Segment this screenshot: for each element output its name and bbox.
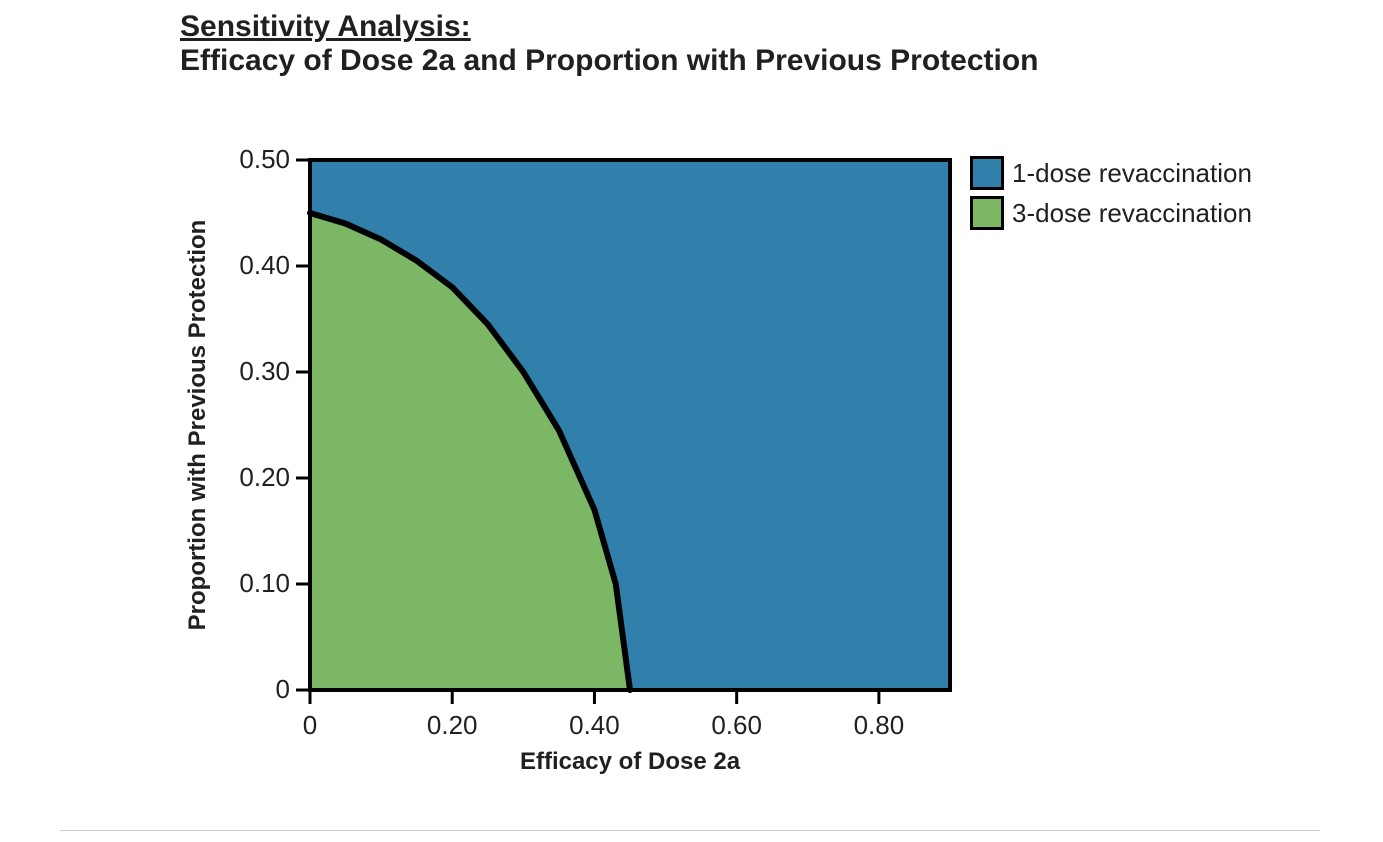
legend-swatch [970,156,1004,190]
x-tick-label: 0.20 [417,710,487,741]
legend-item: 1-dose revaccination [970,156,1252,190]
y-tick-label: 0.40 [220,250,290,281]
x-tick-label: 0.80 [844,710,914,741]
y-tick-label: 0.10 [220,568,290,599]
y-axis-label: Proportion with Previous Protection [184,220,212,631]
chart-legend: 1-dose revaccination 3-dose revaccination [970,156,1252,236]
y-tick-label: 0 [220,674,290,705]
x-tick-label: 0 [275,710,345,741]
chart-title-line2: Efficacy of Dose 2a and Proportion with … [180,44,1039,78]
y-tick-label: 0.50 [220,144,290,175]
legend-item: 3-dose revaccination [970,196,1252,230]
x-tick-label: 0.60 [702,710,772,741]
x-axis-label: Efficacy of Dose 2a [310,748,950,776]
bottom-divider [60,830,1320,831]
legend-label: 1-dose revaccination [1012,158,1252,189]
legend-swatch [970,196,1004,230]
sensitivity-chart: 00.100.200.300.400.50 00.200.400.600.80 … [180,150,960,770]
legend-label: 3-dose revaccination [1012,198,1252,229]
chart-svg [180,150,960,770]
chart-title-line1: Sensitivity Analysis: [180,10,1039,44]
y-tick-label: 0.30 [220,356,290,387]
chart-title-block: Sensitivity Analysis: Efficacy of Dose 2… [180,10,1039,78]
y-tick-label: 0.20 [220,462,290,493]
x-tick-label: 0.40 [559,710,629,741]
